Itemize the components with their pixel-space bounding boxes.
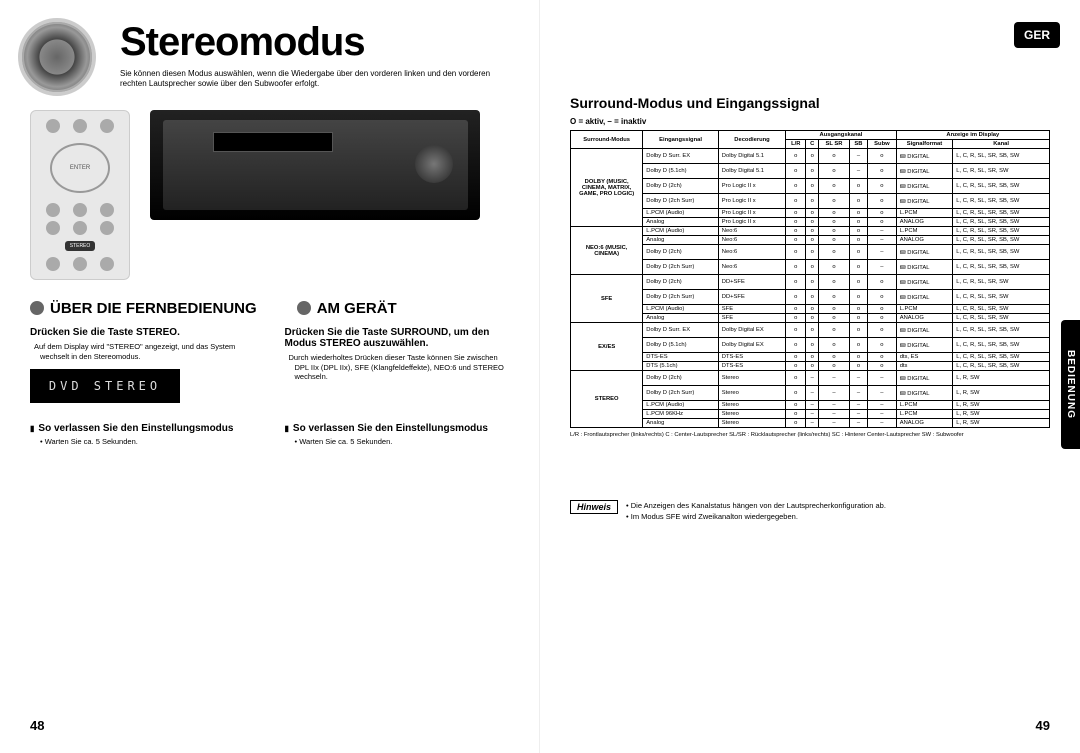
speaker-icon xyxy=(18,18,96,96)
device-step-title: Drücken Sie die Taste SURROUND, um den M… xyxy=(285,327,510,349)
lcd-text: DVD STEREO xyxy=(49,379,161,393)
right-section-title: Surround-Modus und Eingangssignal xyxy=(570,95,1050,111)
page-number-left: 48 xyxy=(30,718,44,733)
remote-stereo-button: STEREO xyxy=(65,241,95,251)
exit-title-left: So verlassen Sie den Einstellungsmodus xyxy=(30,423,255,434)
device-step-bullet: Durch wiederholtes Drücken dieser Taste … xyxy=(285,353,510,382)
remote-step-bullet: Auf dem Display wird "STEREO" angezeigt,… xyxy=(30,342,255,362)
lcd-display: DVD STEREO xyxy=(30,369,180,403)
amplifier-illustration xyxy=(150,110,480,220)
surround-mode-table: Surround-ModusEingangssignalDecodierungA… xyxy=(570,130,1050,428)
exit-note-right: • Warten Sie ca. 5 Sekunden. xyxy=(285,437,510,446)
table-legend: O = aktiv, – = inaktiv xyxy=(570,117,1050,126)
exit-note-left: • Warten Sie ca. 5 Sekunden. xyxy=(30,437,255,446)
table-footnote: L/R : Frontlautsprecher (links/rechts) C… xyxy=(570,432,1050,440)
hinweis-text: Die Anzeigen des Kanalstatus hängen von … xyxy=(626,500,886,523)
remote-step-title: Drücken Sie die Taste STEREO. xyxy=(30,327,255,338)
exit-title-right: So verlassen Sie den Einstellungsmodus xyxy=(285,423,510,434)
language-badge: GER xyxy=(1014,22,1060,48)
side-tab: BEDIENUNG xyxy=(1061,320,1080,449)
section-remote-title: ÜBER DIE FERNBEDIENUNG xyxy=(30,300,257,317)
page-title: Stereomodus xyxy=(120,20,509,65)
remote-dpad: ENTER xyxy=(50,143,110,193)
page-subtitle: Sie können diesen Modus auswählen, wenn … xyxy=(120,69,509,90)
hinweis-label: Hinweis xyxy=(570,500,618,514)
page-number-right: 49 xyxy=(1036,718,1050,733)
remote-illustration: ENTER STEREO xyxy=(30,110,130,280)
section-device-title: AM GERÄT xyxy=(297,300,397,317)
